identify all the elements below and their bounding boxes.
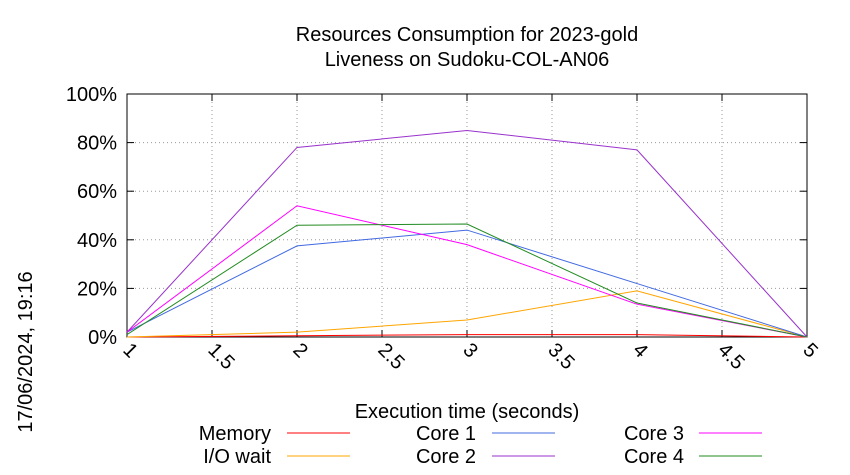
y-tick-label: 0% xyxy=(88,327,117,349)
series-line-core-1 xyxy=(126,229,808,338)
x-tick-label: 3 xyxy=(458,339,481,362)
y-tick-label: 20% xyxy=(77,278,117,300)
legend-label-core-2: Core 2 xyxy=(416,446,476,468)
series-lines xyxy=(126,129,808,338)
legend-label-core-4: Core 4 xyxy=(624,446,684,468)
legend-label-core-1: Core 1 xyxy=(416,423,476,445)
y-tick-label: 100% xyxy=(66,84,117,106)
chart-title-line-2: Liveness on Sudoku-COL-AN06 xyxy=(325,49,610,71)
chart-title-line-1: Resources Consumption for 2023-gold xyxy=(296,24,638,46)
timestamp-label: 17/06/2024, 19:16 xyxy=(15,271,37,432)
x-tick-label: 2.5 xyxy=(373,339,408,374)
x-tick-label: 2 xyxy=(288,339,311,362)
x-tick-label: 4 xyxy=(628,339,651,362)
x-tick-label: 1.5 xyxy=(203,339,238,374)
series-line-core-2 xyxy=(126,129,808,338)
x-tick-label: 3.5 xyxy=(543,339,578,374)
x-tick-label: 4.5 xyxy=(713,339,748,374)
x-tick-label: 1 xyxy=(118,339,141,362)
axes xyxy=(126,93,808,338)
series-line-core-4 xyxy=(126,223,808,338)
legend-label-core-3: Core 3 xyxy=(624,423,684,445)
grid xyxy=(127,94,807,337)
y-tick-label: 60% xyxy=(77,181,117,203)
series-line-memory xyxy=(126,334,808,338)
legend-label-i-o-wait: I/O wait xyxy=(203,446,271,468)
legend-label-memory: Memory xyxy=(199,423,271,445)
y-tick-label: 80% xyxy=(77,133,117,155)
y-tick-label: 40% xyxy=(77,230,117,252)
x-axis-title: Execution time (seconds) xyxy=(355,401,580,423)
series-line-i-o-wait xyxy=(126,290,808,338)
series-line-core-3 xyxy=(126,205,808,338)
x-tick-label: 5 xyxy=(798,339,821,362)
